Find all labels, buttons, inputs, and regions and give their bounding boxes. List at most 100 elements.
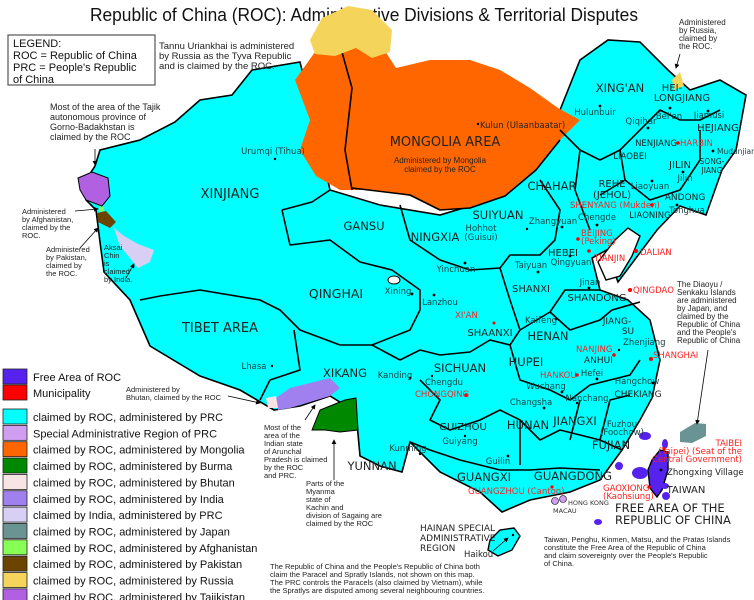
svg-text:Pradesh is claimed: Pradesh is claimed <box>264 455 327 464</box>
city-liaoyuan: Liaoyuan <box>631 182 670 192</box>
bohai-sea <box>597 227 641 281</box>
region-russia-administered-east <box>672 72 684 90</box>
note-arunachal: Most of the area of the Indian state of … <box>264 423 327 480</box>
legend-label: claimed by ROC, administered by Pakistan <box>33 559 242 571</box>
label-gansu: GANSU <box>343 219 384 233</box>
city-chengdu: Chengdu <box>425 378 463 388</box>
label-hebei: HEBEI <box>548 248 578 259</box>
color-legend: Free Area of ROC Municipality claimed by R… <box>2 368 257 600</box>
note-afghanistan: Administered <box>22 207 66 216</box>
region-macau <box>551 497 559 505</box>
label-andong: ANDONG <box>665 193 706 203</box>
city-fuzhou: Fuzhou <box>607 420 637 430</box>
svg-text:and claim sovereignty over the: and claim sovereignty over the People's … <box>544 551 708 560</box>
muni-dalian: DALIAN <box>640 248 672 258</box>
label-rehe-2: (JEHOL) <box>593 190 631 201</box>
city-lhasa: Lhasa <box>242 362 267 372</box>
legend-swatch <box>2 588 28 600</box>
label-taiwan: TAIWAN <box>666 485 706 496</box>
label-liaoning: LIAONING <box>629 211 670 221</box>
label-ningxia: NINGXIA <box>411 230 460 244</box>
city-guiyang: Guiyang <box>442 437 477 447</box>
label-fujian: FUJIAN <box>592 438 630 452</box>
svg-text:is: is <box>104 259 110 268</box>
city-jilin: Jilin <box>677 174 693 184</box>
legend-heading: LEGEND: <box>13 38 61 50</box>
svg-text:the Spratlys are disputed amon: the Spratlys are disputed among several … <box>270 586 484 595</box>
svg-text:by Russia as the Tyva Republic: by Russia as the Tyva Republic <box>159 51 292 62</box>
legend-swatch <box>2 424 28 441</box>
label-shaanxi: SHAANXI <box>467 328 512 339</box>
label-sichuan: SICHUAN <box>434 361 486 375</box>
region-tajikistan-administered <box>77 171 111 207</box>
label-hainan-2: ADMINISTRATIVE <box>420 534 496 544</box>
svg-text:Parts of the: Parts of the <box>306 479 344 488</box>
muni-gaoxiong: GAOXIONG <box>603 484 649 494</box>
svg-text:Kachin and: Kachin and <box>306 503 344 512</box>
svg-text:claimed by: claimed by <box>679 34 717 43</box>
province-borders <box>139 109 721 471</box>
svg-text:Bhutan, claimed by the ROC: Bhutan, claimed by the ROC <box>126 393 222 402</box>
city-dots <box>270 104 715 537</box>
legend-label: claimed by ROC, administered by Tajikist… <box>33 592 245 600</box>
qinghai-lake <box>387 275 401 285</box>
legend-swatch <box>2 555 28 572</box>
legend-prc-cont: of China <box>13 74 55 86</box>
label-jilin: JILIN <box>668 160 691 171</box>
legend-swatch <box>2 539 28 556</box>
city-kanding: Kanding <box>378 371 413 381</box>
label-hupei: HUPEI <box>509 355 544 369</box>
svg-text:by Afghanistan,: by Afghanistan, <box>22 215 73 224</box>
svg-text:claimed by the ROC: claimed by the ROC <box>306 519 374 528</box>
muni-guangzhou: GUANGZHOU (Canton) <box>468 487 564 497</box>
city-hangchow: Hangchow <box>615 377 660 387</box>
svg-text:Republic of China: Republic of China <box>677 336 741 345</box>
label-hainan-3: REGION <box>420 544 455 554</box>
muni-beijing-2: (Peking) <box>581 237 616 247</box>
label-chahar: CHAHAR <box>527 179 576 193</box>
legend-swatch <box>2 441 28 458</box>
note-diaoyu: The Diaoyu / Senkaku Islands are adminis… <box>677 280 741 345</box>
note-russia: Administered <box>679 18 726 27</box>
muni-taibei-2: (Taipei) (Seat of the <box>658 447 742 457</box>
city-zhangyuan: Zhangyuan <box>529 217 577 227</box>
legend-label: claimed by ROC, administered by Bhutan <box>33 477 235 489</box>
legend-label: Free Area of ROC <box>33 372 121 384</box>
city-chengde: Chengde <box>578 213 616 223</box>
svg-text:by Russia,: by Russia, <box>679 26 716 35</box>
note-myanma: Parts of the Myanma state of Kachin and … <box>306 479 382 528</box>
label-rehe: REHE <box>598 179 625 190</box>
legend-swatch <box>2 490 28 507</box>
label-heilongjiang: HEI- <box>662 83 683 94</box>
legend-swatch <box>2 506 28 523</box>
region-pakistan-administered <box>97 211 116 228</box>
legend-swatch <box>2 523 28 539</box>
region-hong-kong <box>559 495 567 503</box>
label-shanxi: SHANXI <box>512 284 550 295</box>
city-tonghua: Tonghua <box>668 206 705 216</box>
legend-swatch <box>2 457 28 474</box>
label-songjiang-2: JIANG <box>701 166 723 175</box>
label-qinghai: QINGHAI <box>309 286 363 301</box>
legend-swatch <box>2 368 28 385</box>
svg-text:claimed by the: claimed by the <box>22 223 70 232</box>
note-aksai: Aksai <box>104 243 123 252</box>
region-india-administered <box>276 378 340 410</box>
muni-xian: XI'AN <box>455 311 478 321</box>
label-hunan: HUNAN <box>507 418 549 432</box>
muni-taibei: TAIBEI <box>714 439 742 449</box>
label-suiyuan: SUIYUAN <box>472 208 523 222</box>
legend-label: Municipality <box>33 388 91 400</box>
label-liaobei: LIAOBEI <box>613 152 646 162</box>
city-yinchuan: Yinchuan <box>436 265 476 275</box>
label-songjiang: SONG- <box>700 157 725 166</box>
svg-text:by Pakistan,: by Pakistan, <box>46 253 87 262</box>
city-zhongxing: Zhongxing Village <box>667 468 744 478</box>
svg-text:are administered: are administered <box>677 296 737 305</box>
region-aksai-chin <box>114 228 154 268</box>
annotation-arrows <box>74 53 709 552</box>
label-heilongjiang-2: LONGJIANG <box>654 93 710 104</box>
muni-hankou: HANKOU <box>540 371 577 381</box>
city-changsha: Changsha <box>510 398 552 408</box>
